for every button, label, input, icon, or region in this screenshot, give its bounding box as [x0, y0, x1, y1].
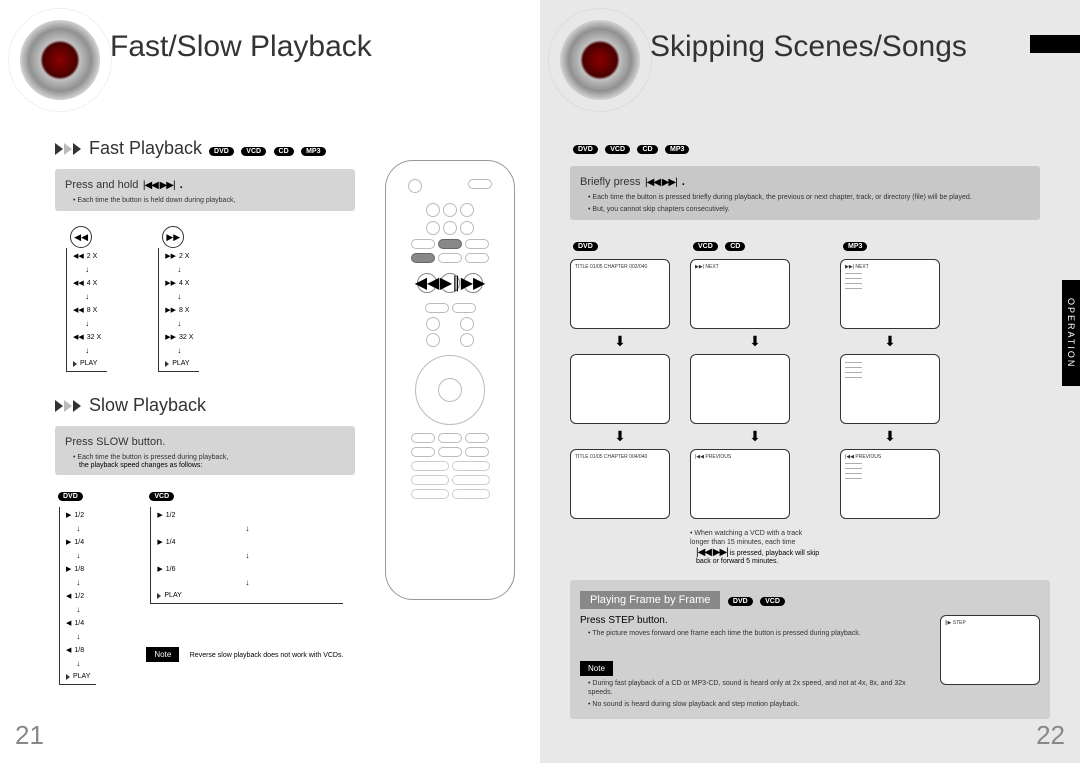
page-number-right: 22 [1036, 720, 1065, 751]
fast-playback-header: Fast Playback DVD VCD CD MP3 [55, 138, 355, 159]
tv-screen: TITLE 01/05 CHAPTER 004/040 [570, 449, 670, 519]
dvd-slow-speeds: DVD ▶ 1/2 ↓ ▶ 1/4 ↓ ▶ 1/8 ↓ ◀ 1/2 ↓ ◀ 1/… [55, 485, 96, 685]
forward-speeds: ▶▶ ▶▶ 2 X ↓ ▶▶ 4 X ↓ ▶▶ 8 X ↓ ▶▶ 32 X ↓ … [147, 226, 199, 372]
forward-icon: ▶▶ [162, 226, 184, 248]
tv-screen: TITLE 01/05 CHAPTER 002/040 [570, 259, 670, 329]
next-button[interactable]: ▶▶ [463, 273, 483, 293]
tv-screen: ▶▶| NEXT━━━━━━━━━━━━━━━━━━━━━━━━━━━━ [840, 259, 940, 329]
prev-button[interactable]: ◀◀ [417, 273, 437, 293]
fast-instruction-box: Press and hold |◀◀ ▶▶| . Each time the b… [55, 169, 355, 211]
rewind-speeds: ◀◀ ◀◀ 2 X ↓ ◀◀ 4 X ↓ ◀◀ 8 X ↓ ◀◀ 32 X ↓ … [55, 226, 107, 372]
left-page: Fast/Slow Playback Fast Playback DVD VCD… [0, 0, 540, 763]
remote-control: ◀◀▶∥▶▶ [385, 160, 515, 600]
black-bar [1030, 35, 1080, 53]
skip-instruction-box: Briefly press |◀◀ ▶▶| . Each time the bu… [570, 166, 1040, 220]
step-button[interactable] [411, 253, 435, 263]
speaker-icon [20, 20, 100, 100]
rewind-icon: ◀◀ [70, 226, 92, 248]
note-label: Note [146, 647, 179, 662]
badge-cd: CD [274, 147, 294, 156]
dpad[interactable] [415, 355, 485, 425]
tv-screen [690, 354, 790, 424]
operation-tab: OPERATION [1062, 280, 1080, 386]
badge-vcd: VCD [241, 147, 266, 156]
tv-screen [570, 354, 670, 424]
slow-instruction-box: Press SLOW button. Each time the button … [55, 426, 355, 475]
fast-heading: Fast Playback [89, 138, 202, 159]
tv-screen: ━━━━━━━━━━━━━━━━━━━━━━━━━━━━ [840, 354, 940, 424]
mp3-column: MP3 ▶▶| NEXT━━━━━━━━━━━━━━━━━━━━━━━━━━━━… [840, 235, 940, 565]
tv-screen: ▶▶| NEXT [690, 259, 790, 329]
frame-by-frame-box: Playing Frame by Frame DVD VCD Press STE… [570, 580, 1050, 719]
badge-dvd: DVD [209, 147, 234, 156]
page-number-left: 21 [15, 720, 44, 751]
slow-playback-header: Slow Playback [55, 395, 355, 416]
tv-screen: |◀◀ PREVIOUS━━━━━━━━━━━━━━━━━━━━━━━━━━━━ [840, 449, 940, 519]
tv-screen: ∥▶ STEP [940, 615, 1040, 685]
vcd-cd-column: VCD CD ▶▶| NEXT ⬇ ⬇ |◀◀ PREVIOUS When wa… [690, 235, 820, 565]
speaker-icon-right [560, 20, 640, 100]
title-right: Skipping Scenes/Songs [650, 30, 967, 64]
tv-screen: |◀◀ PREVIOUS [690, 449, 790, 519]
slow-heading: Slow Playback [89, 395, 206, 416]
title-left: Fast/Slow Playback [110, 30, 372, 64]
vcd-slow-speeds: VCD ▶ 1/2 ↓ ▶ 1/4 ↓ ▶ 1/6 ↓ PLAY Note Re… [146, 485, 343, 685]
slow-button[interactable] [438, 239, 462, 249]
dvd-column: DVD TITLE 01/05 CHAPTER 002/040 ⬇ ⬇ TITL… [570, 235, 670, 565]
right-page: Skipping Scenes/Songs DVD VCD CD MP3 Bri… [540, 0, 1080, 763]
badge-mp3: MP3 [301, 147, 325, 156]
